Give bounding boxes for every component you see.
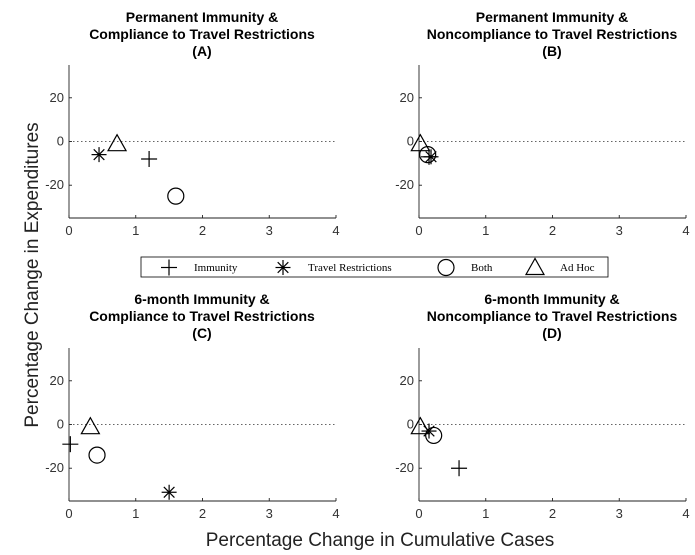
legend-marker-both [437, 258, 455, 277]
panel-a-y-tick-label: 0 [57, 134, 64, 149]
panel-b-point-ad-hoc [410, 133, 431, 152]
panel-a-label: (A) [192, 43, 211, 59]
panel-c-y-tick-label: 0 [57, 417, 64, 432]
panel-d-y-tick-label: -20 [395, 460, 414, 475]
panel-a-axes: 0 1 2 3 4 20 0 -20 [45, 65, 340, 238]
panel-c-point-both [88, 446, 106, 464]
panel-a-x-tick-label: 4 [332, 223, 339, 238]
panel-a-x-tick-label: 2 [199, 223, 206, 238]
panel-b-y-tick-label: -20 [395, 177, 414, 192]
legend-marker-ad-hoc [524, 257, 546, 276]
panel-d-axes: 0 1 2 3 4 20 0 -20 [395, 348, 690, 521]
panel-a-title-line2: Compliance to Travel Restrictions [89, 26, 315, 42]
panel-c-point-ad-hoc [80, 416, 101, 435]
panel-a-point-travel-restrictions [91, 147, 107, 163]
panel-b-y-tick-label: 0 [407, 134, 414, 149]
panel-b: Permanent Immunity & Noncompliance to Tr… [395, 9, 689, 238]
panel-c-x-tick-label: 2 [199, 506, 206, 521]
panel-b-label: (B) [542, 43, 561, 59]
panel-d-y-tick-label: 0 [407, 417, 414, 432]
panel-d-point-immunity [451, 460, 468, 477]
panel-c-title-line2: Compliance to Travel Restrictions [89, 308, 315, 324]
legend-items: Immunity Travel Restrictions Both Ad Hoc [161, 257, 595, 277]
panel-a-point-immunity [141, 150, 158, 167]
panel-d-label: (D) [542, 325, 561, 341]
panel-d-point-travel-restrictions [421, 423, 437, 439]
panel-c-point-travel-restrictions [161, 484, 177, 500]
panel-b-x-tick-label: 2 [549, 223, 556, 238]
legend: Immunity Travel Restrictions Both Ad Hoc [140, 256, 609, 278]
panel-b-x-tick-label: 4 [682, 223, 689, 238]
x-axis-label: Percentage Change in Cumulative Cases [206, 530, 555, 551]
panel-a-x-tick-label: 3 [266, 223, 273, 238]
panel-c-x-tick-label: 4 [332, 506, 339, 521]
legend-label-immunity: Immunity [194, 262, 238, 274]
panel-b-x-tick-label: 3 [616, 223, 623, 238]
panel-d-x-tick-label: 3 [616, 506, 623, 521]
panel-a: Permanent Immunity & Compliance to Trave… [45, 9, 339, 238]
panel-b-y-tick-label: 20 [400, 90, 414, 105]
panel-c-x-tick-label: 0 [65, 506, 72, 521]
panel-d-x-tick-label: 1 [482, 506, 489, 521]
panel-a-x-tick-label: 0 [65, 223, 72, 238]
panel-c-title-line1: 6-month Immunity & [134, 291, 269, 307]
panel-c-axes: 0 1 2 3 4 20 0 -20 [45, 348, 340, 521]
legend-box [140, 256, 609, 278]
panel-b-title-line2: Noncompliance to Travel Restrictions [427, 26, 678, 42]
panel-d-x-tick-label: 4 [682, 506, 689, 521]
legend-marker-immunity [161, 259, 177, 276]
panel-b-x-tick-label: 1 [482, 223, 489, 238]
panel-a-title-line1: Permanent Immunity & [126, 9, 278, 25]
panel-d-x-tick-label: 2 [549, 506, 556, 521]
panel-c-label: (C) [192, 325, 211, 341]
panel-b-title-line1: Permanent Immunity & [476, 9, 628, 25]
y-axis-label: Percentage Change in Expenditures [22, 122, 43, 427]
legend-label-travel-restrictions: Travel Restrictions [308, 262, 392, 274]
panel-d-title-line2: Noncompliance to Travel Restrictions [427, 308, 678, 324]
panel-a-y-tick-label: -20 [45, 177, 64, 192]
panel-d: 6-month Immunity & Noncompliance to Trav… [395, 291, 689, 521]
panel-a-x-tick-label: 1 [132, 223, 139, 238]
panel-c: 6-month Immunity & Compliance to Travel … [45, 291, 339, 521]
panel-c-y-tick-label: 20 [50, 373, 64, 388]
panel-c-x-tick-label: 3 [266, 506, 273, 521]
panel-a-y-tick-label: 20 [50, 90, 64, 105]
panel-a-point-both [167, 187, 185, 205]
panel-a-point-ad-hoc [107, 133, 128, 152]
panel-b-x-tick-label: 0 [415, 223, 422, 238]
panel-b-axes: 0 1 2 3 4 20 0 -20 [395, 65, 690, 238]
legend-label-both: Both [471, 262, 493, 274]
panel-d-point-ad-hoc [410, 416, 431, 435]
panel-d-y-tick-label: 20 [400, 373, 414, 388]
panel-d-x-tick-label: 0 [415, 506, 422, 521]
panel-d-point-both [425, 426, 443, 445]
panel-c-x-tick-label: 1 [132, 506, 139, 521]
panel-c-y-tick-label: -20 [45, 460, 64, 475]
panel-c-point-immunity [62, 436, 79, 453]
legend-label-ad-hoc: Ad Hoc [560, 262, 595, 274]
panel-d-title-line1: 6-month Immunity & [484, 291, 619, 307]
legend-marker-travel-restrictions [275, 260, 291, 275]
